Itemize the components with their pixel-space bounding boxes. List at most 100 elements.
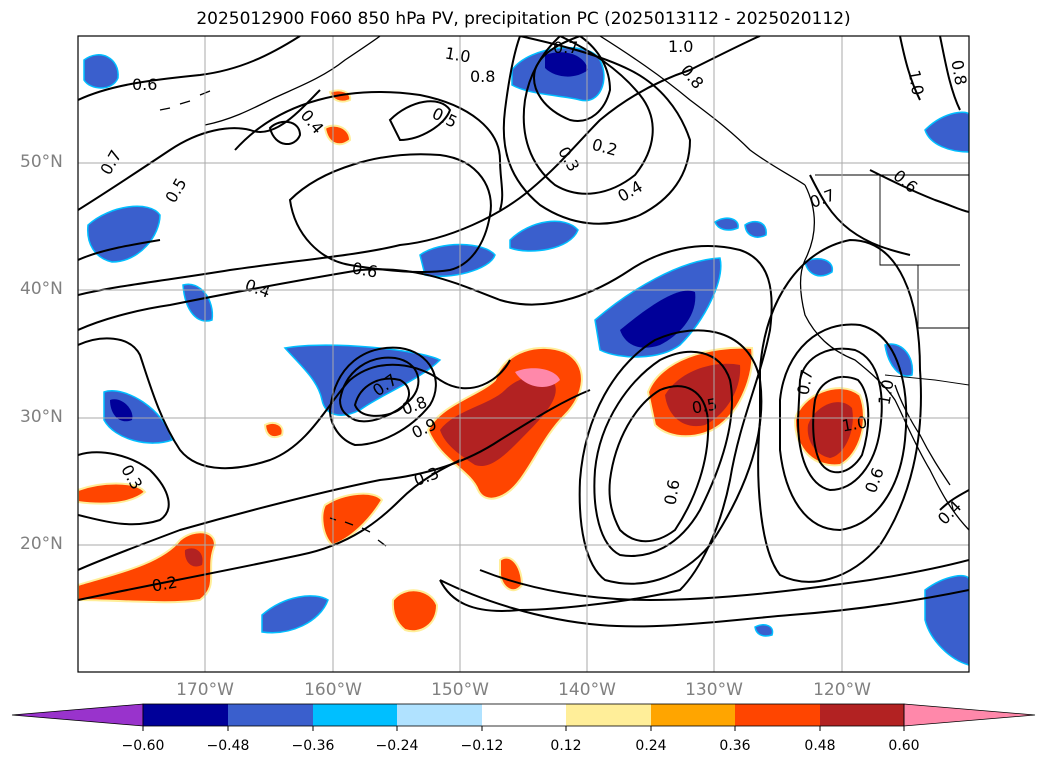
contour-label: 0.8: [470, 67, 495, 86]
precip-positive-core: [184, 548, 203, 567]
colorbar-tick-label: −0.24: [375, 738, 419, 754]
colorbar-frame: [142, 703, 905, 727]
pv-contour: [796, 347, 883, 492]
precip-negative-blob: [744, 220, 767, 238]
precip-positive-blob: [263, 422, 284, 439]
precip-negative-core: [545, 52, 588, 77]
precip-negative-blob: [83, 54, 119, 89]
colorbar-extend-high: [903, 703, 1036, 727]
pv-contour: [78, 337, 511, 470]
pv-contour: [779, 323, 908, 532]
pv-contour: [353, 377, 410, 417]
colorbar-tick-label: 0.60: [888, 738, 920, 754]
pv-contour: [502, 36, 692, 225]
plot-frame: [77, 35, 970, 673]
contour-label: 1.0: [444, 43, 472, 66]
pv-contour: [479, 559, 969, 602]
colorbar-tick-label: 0.48: [804, 738, 836, 754]
pv-contours: [78, 36, 969, 628]
contour-label: 1.0: [668, 37, 693, 56]
pv-contour: [388, 100, 452, 142]
pv-contour: [78, 459, 461, 601]
colorbar-segment: [143, 704, 228, 726]
pv-contour: [288, 153, 492, 274]
pv-contour: [939, 36, 961, 111]
precip-positive-blob: [78, 482, 147, 505]
pv-contour: [78, 239, 161, 261]
precip-negative-blob: [754, 624, 774, 637]
pv-contour: [869, 169, 969, 213]
colorbar: [11, 703, 1036, 731]
precip-negative-blob: [509, 220, 579, 252]
precip-positive-blob: [323, 124, 352, 146]
precip-shading: [78, 47, 969, 666]
gridlines: [78, 36, 969, 672]
pv-contour: [812, 375, 870, 474]
colorbar-tick-label: −0.60: [121, 738, 165, 754]
precip-negative-blob: [283, 344, 442, 416]
pv-contour: [439, 579, 969, 628]
colorbar-segment: [482, 704, 566, 726]
colorbar-segment: [651, 704, 735, 726]
colorbar-segment: [566, 704, 651, 726]
colorbar-segment: [397, 704, 482, 726]
precip-negative-blob: [924, 111, 969, 153]
lat-label: 30°N: [20, 407, 63, 427]
precip-positive-peak: [515, 368, 560, 387]
alaska-panhandle-coast: [599, 36, 806, 186]
contour-label: 0.5: [690, 394, 718, 417]
lon-label: 160°W: [304, 680, 362, 700]
precip-negative-core: [110, 399, 133, 422]
colorbar-tick-label: −0.36: [291, 738, 335, 754]
precip-negative-blob: [261, 595, 329, 634]
contour-label: 0.7: [553, 38, 578, 57]
pv-contour: [328, 346, 437, 447]
pv-contour: [899, 36, 921, 101]
colorbar-tick-label: 0.36: [719, 738, 751, 754]
pv-contour: [757, 238, 922, 583]
contour-label: 1.0: [874, 378, 897, 406]
colorbar-tick-label: 0.12: [550, 738, 582, 754]
pv-contour: [268, 120, 302, 145]
precip-negative-blob: [714, 217, 739, 231]
baja-coast: [894, 384, 951, 486]
lon-label: 130°W: [685, 680, 743, 700]
precip-positive-blob: [321, 492, 384, 547]
pv-contour: [78, 389, 591, 571]
contour-label: 0.8: [947, 58, 970, 86]
colorbar-segment: [820, 704, 904, 726]
precip-positive-core: [440, 375, 556, 466]
pv-contour: [78, 36, 301, 101]
colorbar-tick-label: 0.24: [635, 738, 667, 754]
pv-contour: [338, 356, 420, 423]
precip-negative-blob: [87, 205, 161, 263]
colorbar-segment: [313, 704, 397, 726]
lat-label: 20°N: [20, 534, 63, 554]
precip-positive-blob: [391, 589, 439, 633]
precip-negative-blob: [804, 258, 833, 277]
state-border: [879, 175, 960, 266]
contour-label: 0.6: [660, 478, 683, 506]
pv-contour: [608, 385, 710, 543]
pv-contour: [809, 174, 911, 256]
lon-label: 140°W: [558, 680, 616, 700]
pv-contour: [578, 329, 763, 585]
precip-positive-blob: [78, 531, 217, 604]
lon-label: 120°W: [813, 680, 871, 700]
alaska-coast: [204, 36, 381, 126]
map-title: 2025012900 F060 850 hPa PV, precipitatio…: [196, 9, 851, 29]
plot-area: 0.6 0.4 0.7 0.5 1.0 0.8 0.7 0.8 1.0 0.5 …: [78, 36, 970, 672]
colorbar-tick-label: −0.48: [206, 738, 250, 754]
north-america-coast: [799, 184, 969, 531]
colorbar-ticks: [142, 726, 905, 731]
colorbar-extend-low: [11, 703, 144, 727]
lon-label: 150°W: [431, 680, 489, 700]
lat-label: 40°N: [20, 279, 63, 299]
pv-contour: [78, 451, 170, 526]
colorbar-segment: [735, 704, 820, 726]
pv-contour: [234, 91, 504, 211]
contour-label: 0.6: [351, 258, 379, 281]
pv-contour: [939, 489, 969, 511]
lat-label: 50°N: [20, 152, 63, 172]
